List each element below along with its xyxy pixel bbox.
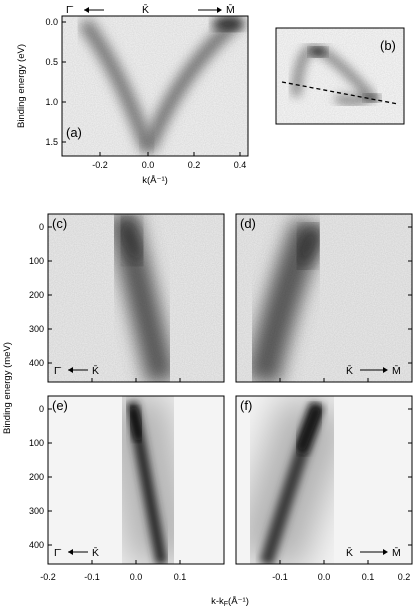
panel-c-image <box>48 214 224 382</box>
panel-f-label: (f) <box>240 398 252 413</box>
panel-c-dir-from: Γ̄ <box>54 365 62 377</box>
panel-a-x-tick-label: 0.2 <box>188 160 201 170</box>
xlabel-sub-f: F <box>224 601 228 608</box>
panel-a-y-tick-label: 0.5 <box>45 57 58 67</box>
panel-e-image <box>48 396 224 564</box>
panel-c-dir-to: K̄ <box>92 364 99 377</box>
panel-a: (a) Γ̄ K̄ M̄ 0.00.51.01.5 -0.2 0.0 0.2 0.4 … <box>16 3 249 186</box>
panel-a-x-tick-label: 0.0 <box>142 160 155 170</box>
panel-a-label: (a) <box>66 125 82 140</box>
panel-a-x-axis-label: k(Å⁻¹) <box>142 175 168 186</box>
panel-d-label: (d) <box>240 216 256 231</box>
bottom-x-tick-label-left: 0.0 <box>130 572 143 582</box>
panel-d: (d) K̄ M̄ <box>235 213 413 383</box>
bottom-x-tick-label-left: -0.1 <box>84 572 100 582</box>
panel-e-dir-to: K̄ <box>92 546 99 559</box>
mev-y-tick-label: 100 <box>29 256 44 266</box>
mev-y-tick-label: 100 <box>29 438 44 448</box>
cut-line <box>281 81 399 105</box>
panel-f-image <box>236 396 412 564</box>
panel-e-arrow-head <box>68 549 73 555</box>
xlabel-unit: (Å⁻¹) <box>228 596 249 607</box>
k-point-label: K̄ <box>142 3 149 16</box>
bottom-x-tick-label-right: 0.2 <box>398 572 411 582</box>
bottom-x-tick-label-right: -0.1 <box>272 572 288 582</box>
panel-c-arrow-head <box>68 367 73 373</box>
panel-a-y-axis-label: Binding energy (eV) <box>16 44 27 128</box>
mev-y-ticks: 0 100 200 300 400 0 100 200 300 400 <box>29 222 412 550</box>
bottom-x-tick-label-left: -0.2 <box>40 572 56 582</box>
mev-y-tick-label: 200 <box>29 472 44 482</box>
panel-a-x-tick-label: 0.4 <box>234 160 247 170</box>
mev-y-tick-label: 0 <box>39 222 44 232</box>
panel-c-label: (c) <box>52 216 67 231</box>
panel-a-y-tick-label: 0.0 <box>45 17 58 27</box>
panel-b: (b) <box>275 27 405 125</box>
mev-y-tick-label: 300 <box>29 324 44 334</box>
panel-d-image <box>236 214 412 382</box>
mev-y-tick-label: 200 <box>29 290 44 300</box>
mev-y-tick-label: 300 <box>29 506 44 516</box>
bottom-x-axis-label: k-kF(Å⁻¹) <box>211 596 249 608</box>
bottom-x-tick-label-right: 0.1 <box>362 572 375 582</box>
right-arrow-head <box>217 7 222 13</box>
mev-y-tick-label: 400 <box>29 358 44 368</box>
panel-a-y-tick-label: 1.0 <box>45 97 58 107</box>
gamma-point-label: Γ̄ <box>66 4 74 16</box>
panel-e-dir-from: Γ̄ <box>54 547 62 559</box>
panel-e-label: (e) <box>52 398 68 413</box>
panel-d-dir-to: M̄ <box>392 364 401 377</box>
xlabel-k: k-k <box>211 596 224 607</box>
mev-y-tick-label: 0 <box>39 404 44 414</box>
mev-y-tick-label: 400 <box>29 540 44 550</box>
panel-a-image <box>62 16 248 156</box>
panel-f: (f) K̄ M̄ <box>235 395 413 565</box>
panel-c: (c) Γ̄ K̄ <box>47 213 225 383</box>
left-arrow-head <box>84 7 89 13</box>
panel-a-y-ticks: 0.0 0.5 1.0 1.5 <box>45 17 66 147</box>
bottom-x-tick-label-left: 0.1 <box>174 572 187 582</box>
panel-a-x-tick-label: -0.2 <box>92 160 108 170</box>
panel-f-dir-from: K̄ <box>346 546 353 559</box>
m-point-label: M̄ <box>226 3 235 16</box>
panel-d-dir-from: K̄ <box>346 364 353 377</box>
panel-d-arrow-head <box>383 367 388 373</box>
panel-b-label: (b) <box>380 38 396 53</box>
panel-f-dir-to: M̄ <box>392 546 401 559</box>
panel-e: (e) Γ̄ K̄ <box>47 395 225 565</box>
panel-b-image <box>276 28 404 124</box>
panel-a-x-ticks: -0.2 0.0 0.2 0.4 <box>92 152 246 170</box>
panel-a-y-tick-label: 1.5 <box>45 137 58 147</box>
panel-f-arrow-head <box>383 549 388 555</box>
bottom-x-ticks: -0.2 -0.1 0.0 0.1 -0.1 0.0 0.1 0.2 <box>40 378 413 582</box>
shared-y-axis-label: Binding energy (meV) <box>2 342 13 434</box>
bottom-x-tick-label-right: 0.0 <box>318 572 331 582</box>
